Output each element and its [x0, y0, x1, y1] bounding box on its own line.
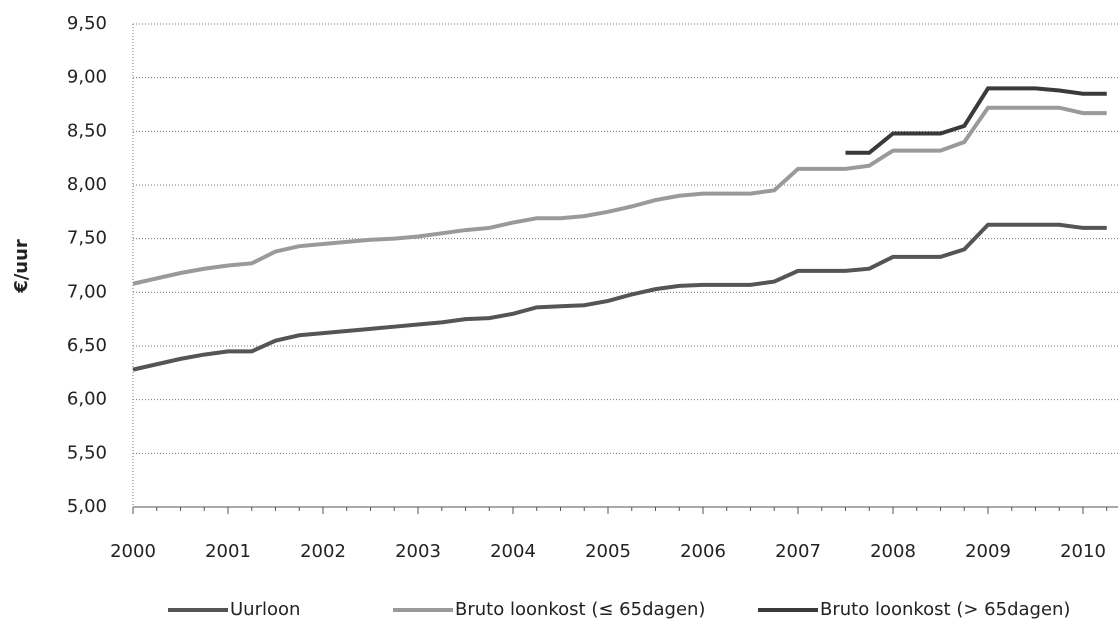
- y-tick-label: 7,50: [67, 228, 107, 249]
- y-tick-label: 8,00: [67, 174, 107, 195]
- x-tick-label: 2000: [110, 541, 156, 562]
- x-tick-label: 2009: [965, 541, 1011, 562]
- x-tick-label: 2004: [490, 541, 536, 562]
- series-line: [132, 105, 1107, 286]
- y-tick-label: 6,00: [67, 389, 107, 410]
- y-tick-label: 6,50: [67, 335, 107, 356]
- x-tick-label: 2008: [870, 541, 916, 562]
- y-tick-label: 5,00: [67, 496, 107, 517]
- series-line: [845, 86, 1107, 155]
- y-tick-label: 9,50: [67, 13, 107, 34]
- y-tick-label: 5,50: [67, 442, 107, 463]
- x-tick-label: 2006: [680, 541, 726, 562]
- legend-label: Bruto loonkost (≤ 65dagen): [455, 599, 705, 620]
- legend-label: Uurloon: [230, 599, 300, 620]
- x-tick-label: 2002: [300, 541, 346, 562]
- x-tick-label: 2001: [205, 541, 251, 562]
- y-tick-label: 9,00: [67, 67, 107, 88]
- y-axis-label: €/uur: [11, 239, 32, 294]
- x-tick-label: 2010: [1060, 541, 1106, 562]
- legend-label: Bruto loonkost (> 65dagen): [820, 599, 1070, 620]
- x-tick-label: 2007: [775, 541, 821, 562]
- x-tick-label: 2003: [395, 541, 441, 562]
- y-tick-label: 7,00: [67, 281, 107, 302]
- series-line: [132, 222, 1107, 372]
- y-tick-label: 8,50: [67, 120, 107, 141]
- x-tick-label: 2005: [585, 541, 631, 562]
